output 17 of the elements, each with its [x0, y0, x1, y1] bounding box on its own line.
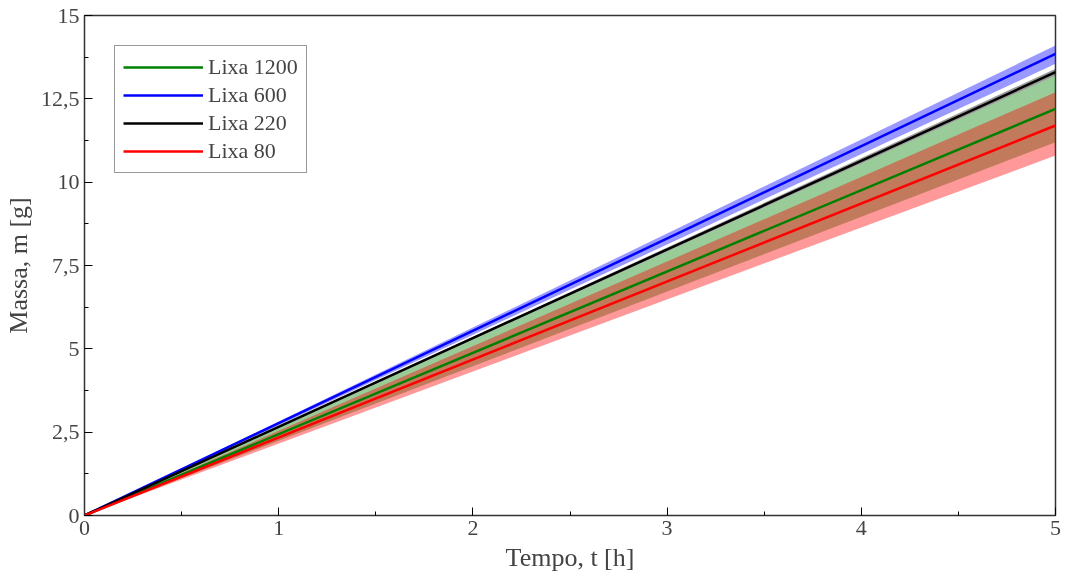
legend-label: Lixa 80: [208, 138, 276, 164]
x-tick-label: 3: [661, 514, 673, 540]
x-tick-label: 1: [273, 514, 285, 540]
legend-label: Lixa 600: [208, 82, 287, 108]
y-tick-label: 5: [68, 335, 80, 361]
x-axis-title: Tempo, t [h]: [505, 542, 635, 572]
legend-label: Lixa 1200: [208, 54, 298, 80]
y-tick-label: 7,5: [52, 252, 80, 278]
y-tick-label: 12,5: [41, 85, 80, 111]
y-tick-label: 2,5: [52, 419, 80, 445]
y-axis-title: Massa, m [g]: [4, 197, 33, 334]
x-tick-label: 4: [855, 514, 867, 540]
y-tick-label: 10: [57, 169, 80, 195]
x-tick-label: 2: [467, 514, 479, 540]
x-tick-label: 5: [1050, 514, 1061, 540]
legend-label: Lixa 220: [208, 110, 287, 136]
y-tick-label: 15: [57, 2, 80, 28]
